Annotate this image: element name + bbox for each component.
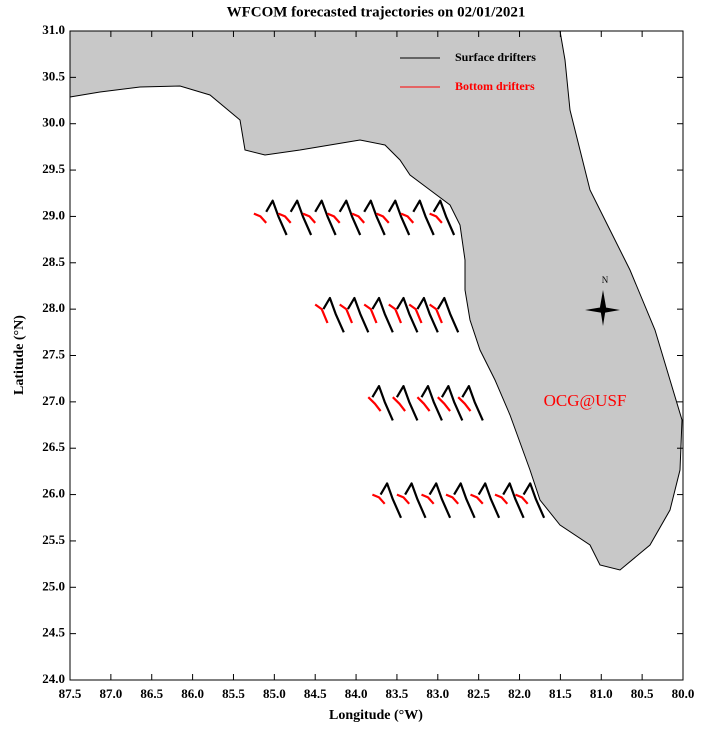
x-tick-label: 80.0 [672, 686, 695, 701]
y-tick-label: 27.0 [42, 393, 65, 408]
x-axis-label: Longitude (°W) [329, 708, 423, 723]
x-tick-label: 84.5 [304, 686, 327, 701]
y-tick-label: 28.0 [42, 300, 65, 315]
y-tick-label: 28.5 [42, 254, 65, 269]
y-axis-label: Latitude (°N) [12, 315, 27, 395]
chart-title: WFCOM forecasted trajectories on 02/01/2… [227, 4, 526, 20]
x-tick-label: 83.0 [426, 686, 449, 701]
y-tick-label: 29.5 [42, 161, 65, 176]
x-tick-label: 82.0 [508, 686, 531, 701]
legend-label: Bottom drifters [455, 79, 535, 93]
compass-needle [585, 307, 620, 313]
y-tick-label: 29.0 [42, 207, 65, 222]
x-tick-label: 87.5 [59, 686, 82, 701]
x-tick-label: 81.0 [590, 686, 613, 701]
x-tick-label: 81.5 [549, 686, 572, 701]
compass-label: N [602, 275, 609, 285]
y-tick-label: 25.5 [42, 532, 65, 547]
y-tick-label: 27.5 [42, 346, 65, 361]
x-tick-label: 86.0 [181, 686, 204, 701]
y-tick-label: 24.5 [42, 625, 65, 640]
x-tick-label: 85.5 [222, 686, 245, 701]
land [69, 30, 683, 571]
x-tick-label: 83.5 [386, 686, 409, 701]
trajectory [265, 199, 546, 519]
x-tick-label: 86.5 [140, 686, 163, 701]
annotation: OCG@USF [544, 391, 627, 410]
y-tick-label: 26.0 [42, 486, 65, 501]
y-tick-label: 24.0 [42, 671, 65, 686]
trajectory [253, 212, 529, 505]
x-tick-label: 87.0 [99, 686, 122, 701]
x-tick-label: 82.5 [467, 686, 490, 701]
y-tick-label: 30.0 [42, 115, 65, 130]
y-tick-label: 26.5 [42, 439, 65, 454]
x-tick-label: 85.0 [263, 686, 286, 701]
x-tick-label: 80.5 [631, 686, 654, 701]
y-tick-label: 30.5 [42, 68, 65, 83]
legend-label: Surface drifters [455, 50, 536, 64]
compass [585, 290, 620, 326]
x-tick-label: 84.0 [345, 686, 368, 701]
y-tick-label: 31.0 [42, 22, 65, 37]
y-tick-label: 25.0 [42, 578, 65, 593]
